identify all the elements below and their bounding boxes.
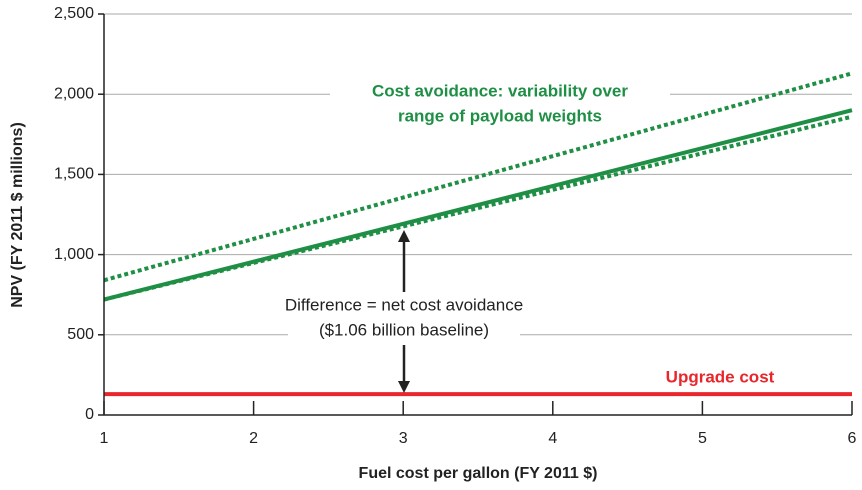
y-tick-label: 500 <box>67 326 94 343</box>
legend-label: Upgrade cost <box>666 367 775 386</box>
x-tick-label: 1 <box>100 430 109 447</box>
y-tick-label: 1,500 <box>54 166 94 183</box>
label-bg <box>330 78 670 130</box>
grid <box>104 13 852 416</box>
y-tick-label: 2,000 <box>54 85 94 102</box>
x-axis-label: Fuel cost per gallon (FY 2011 $) <box>359 465 598 482</box>
x-tick-label: 4 <box>548 430 557 447</box>
x-tick-label: 3 <box>399 430 408 447</box>
axes: 0 500 1,000 1,500 2,000 2,500 1 2 3 4 5 6 <box>54 5 857 447</box>
annotation: range of payload weights <box>398 106 602 125</box>
label-bg <box>288 322 520 344</box>
line <box>103 71 853 283</box>
y-tick-label: 0 <box>85 406 94 423</box>
annotation: ($1.06 billion baseline) <box>319 320 489 339</box>
x-tick-label: 6 <box>848 430 857 447</box>
arrow <box>398 230 410 393</box>
y-tick-label: 2,500 <box>54 5 94 22</box>
y-tick-label: 1,000 <box>54 246 94 263</box>
x-tick-label: 5 <box>698 430 707 447</box>
y-axis-label: NPV (FY 2011 $ millions) <box>9 122 26 308</box>
line <box>103 108 853 302</box>
plot <box>103 71 853 397</box>
annotation: Difference = net cost avoidance <box>285 295 523 314</box>
annotation: Cost avoidance: variability over <box>372 81 628 100</box>
x-tick-label: 2 <box>249 430 258 447</box>
